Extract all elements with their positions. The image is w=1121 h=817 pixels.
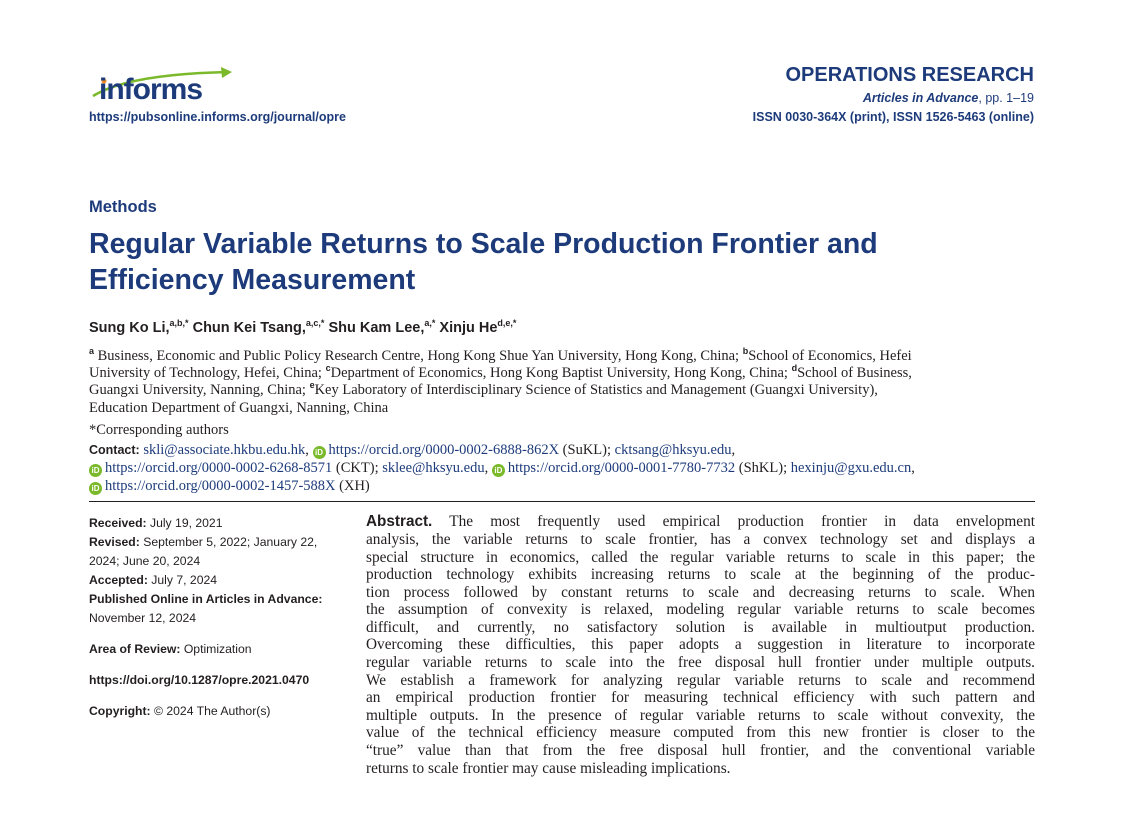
abstract-text: multiple outputs. In the presence of reg… bbox=[366, 706, 1035, 724]
abstract-text: The most frequently used empirical produ… bbox=[432, 513, 1035, 531]
abstract-text: the assumption of convexity is relaxed, … bbox=[366, 601, 1035, 619]
abstract-label: Abstract. bbox=[366, 513, 433, 531]
doi-link[interactable]: https://doi.org/10.1287/opre.2021.0470 bbox=[89, 673, 310, 688]
journal-url-link[interactable]: https://pubsonline.informs.org/journal/o… bbox=[89, 110, 346, 124]
orcid-icon: iD bbox=[312, 445, 326, 459]
author-list: Sung Ko Li,a,b,* Chun Kei Tsang,a,c,* Sh… bbox=[89, 319, 516, 337]
abstract-text: production technology exhibits increasin… bbox=[366, 566, 1035, 584]
accepted-label: Accepted: bbox=[89, 573, 148, 588]
article-history: Received: July 19, 2021 Revised: Septemb… bbox=[89, 513, 339, 777]
copyright-value: © 2024 The Author(s) bbox=[150, 704, 271, 719]
abstract-text: returns to scale frontier may cause misl… bbox=[366, 759, 731, 777]
abstract-line: returns to scale frontier may cause misl… bbox=[366, 760, 1035, 778]
author-sup: a,* bbox=[424, 318, 436, 328]
author-initials: (XH) bbox=[335, 477, 370, 494]
abstract-line: difficult, and currently, no satisfactor… bbox=[366, 619, 1035, 637]
abstract-line: regular variable returns to scale into t… bbox=[366, 654, 1035, 672]
abstract-text: an empirical production frontier for mea… bbox=[366, 689, 1035, 707]
abstract-text: tion process followed by constant return… bbox=[366, 583, 1035, 601]
affiliation: Key Laboratory of Interdisciplinary Scie… bbox=[314, 382, 878, 399]
orcid-link[interactable]: https://orcid.org/0000-0001-7780-7732 bbox=[507, 459, 736, 476]
journal-name: OPERATIONS RESEARCH bbox=[785, 64, 1034, 86]
contact-block: Contact: skli@associate.hkbu.edu.hk, iD h… bbox=[89, 441, 915, 495]
abstract-line: multiple outputs. In the presence of reg… bbox=[366, 707, 1035, 725]
author: Xinju He bbox=[439, 320, 498, 336]
orcid-icon: iD bbox=[491, 463, 505, 477]
published-label: Published Online in Articles in Advance: bbox=[89, 592, 323, 607]
abstract-line: Abstract. The most frequently used empir… bbox=[366, 513, 1035, 531]
abstract-line: value of the technical efficiency measur… bbox=[366, 724, 1035, 742]
abstract-line: the assumption of convexity is relaxed, … bbox=[366, 601, 1035, 619]
email-link[interactable]: hexinju@gxu.edu.cn bbox=[790, 459, 912, 476]
orcid-link[interactable]: https://orcid.org/0000-0002-6268-8571 bbox=[105, 459, 333, 476]
copyright-label: Copyright: bbox=[89, 704, 151, 719]
abstract-text: value of the technical efficiency measur… bbox=[366, 724, 1035, 742]
email-link[interactable]: cktsang@hksyu.edu bbox=[614, 441, 732, 458]
received-label: Received: bbox=[89, 516, 147, 531]
affiliation: School of Economics, Hefei bbox=[748, 348, 912, 364]
author-initials: (SuKL); bbox=[559, 441, 615, 458]
issn: ISSN 0030-364X (print), ISSN 1526-5463 (… bbox=[752, 110, 1034, 124]
author-sup: d,e,* bbox=[497, 318, 517, 328]
area-value: Optimization bbox=[180, 642, 252, 657]
abstract-line: “true” value than that from the free dis… bbox=[366, 742, 1035, 760]
orcid-icon: iD bbox=[89, 481, 102, 495]
article-body: Received: July 19, 2021 Revised: Septemb… bbox=[89, 513, 1035, 777]
abstract-line: an empirical production frontier for mea… bbox=[366, 689, 1035, 707]
abstract-text: analysis, the variable returns to scale … bbox=[366, 530, 1035, 548]
articles-in-advance: Articles in Advance, pp. 1–19 bbox=[863, 91, 1034, 106]
abstract-text: “true” value than that from the free dis… bbox=[366, 742, 1035, 760]
abstract-text: special structure in economics, called t… bbox=[366, 548, 1035, 566]
abstract: Abstract. The most frequently used empir… bbox=[366, 513, 1035, 777]
author-sup: a,c,* bbox=[305, 318, 325, 328]
revised-dates: September 5, 2022; January 22, 2024; Jun… bbox=[89, 535, 318, 569]
abstract-line: We establish a framework for analyzing r… bbox=[366, 672, 1035, 690]
author: Shu Kam Lee, bbox=[328, 320, 425, 336]
informs-logo: informs bbox=[89, 66, 239, 106]
affiliation: Guangxi University, Nanning, China; bbox=[89, 382, 306, 399]
svg-text:informs: informs bbox=[99, 73, 202, 106]
revised-label: Revised: bbox=[89, 535, 140, 550]
author-sup: a,b,* bbox=[169, 318, 189, 328]
orcid-link[interactable]: https://orcid.org/0000-0002-1457-588X bbox=[105, 477, 336, 494]
affiliation: Business, Economic and Public Policy Res… bbox=[97, 348, 740, 364]
received-date: July 19, 2021 bbox=[146, 516, 223, 531]
abstract-text: Overcoming these difficulties, this pape… bbox=[366, 636, 1035, 654]
abstract-line: tion process followed by constant return… bbox=[366, 584, 1035, 602]
affiliation: University of Technology, Hefei, China; bbox=[89, 365, 322, 382]
abstract-line: special structure in economics, called t… bbox=[366, 549, 1035, 567]
contact-label: Contact: bbox=[89, 442, 140, 457]
email-link[interactable]: skli@associate.hkbu.edu.hk bbox=[143, 441, 306, 458]
abstract-text: We establish a framework for analyzing r… bbox=[366, 671, 1035, 689]
abstract-line: production technology exhibits increasin… bbox=[366, 566, 1035, 584]
paper-title: Regular Variable Returns to Scale Produc… bbox=[89, 226, 989, 298]
area-label: Area of Review: bbox=[89, 642, 181, 657]
section-label: Methods bbox=[89, 198, 157, 216]
published-date: November 12, 2024 bbox=[89, 611, 197, 626]
affiliation: Department of Economics, Hong Kong Bapti… bbox=[330, 365, 788, 382]
abstract-line: analysis, the variable returns to scale … bbox=[366, 531, 1035, 549]
abstract-text: difficult, and currently, no satisfactor… bbox=[366, 618, 1035, 636]
corresponding-note: *Corresponding authors bbox=[89, 421, 229, 438]
title-line: Regular Variable Returns to Scale Produc… bbox=[89, 228, 878, 260]
author-initials: (ShKL); bbox=[735, 459, 791, 476]
affiliations: a Business, Economic and Public Policy R… bbox=[89, 346, 912, 416]
author: Sung Ko Li, bbox=[89, 320, 170, 336]
accepted-date: July 7, 2024 bbox=[147, 573, 218, 588]
author: Chun Kei Tsang, bbox=[192, 320, 306, 336]
affiliation: Education Department of Guangxi, Nanning… bbox=[89, 399, 389, 416]
aia-label: Articles in Advance bbox=[862, 91, 979, 105]
orcid-link[interactable]: https://orcid.org/0000-0002-6888-862X bbox=[328, 441, 560, 458]
author-initials: (CKT); bbox=[332, 459, 383, 476]
title-line: Efficiency Measurement bbox=[89, 264, 416, 296]
divider bbox=[89, 500, 1035, 503]
affiliation: School of Business, bbox=[797, 365, 912, 382]
orcid-icon: iD bbox=[89, 463, 102, 477]
front-matter: a Business, Economic and Public Policy R… bbox=[89, 347, 1035, 777]
email-link[interactable]: sklee@hksyu.edu bbox=[382, 459, 485, 476]
abstract-line: Overcoming these difficulties, this pape… bbox=[366, 636, 1035, 654]
abstract-text: regular variable returns to scale into t… bbox=[366, 654, 1035, 672]
pages: , pp. 1–19 bbox=[978, 91, 1034, 105]
